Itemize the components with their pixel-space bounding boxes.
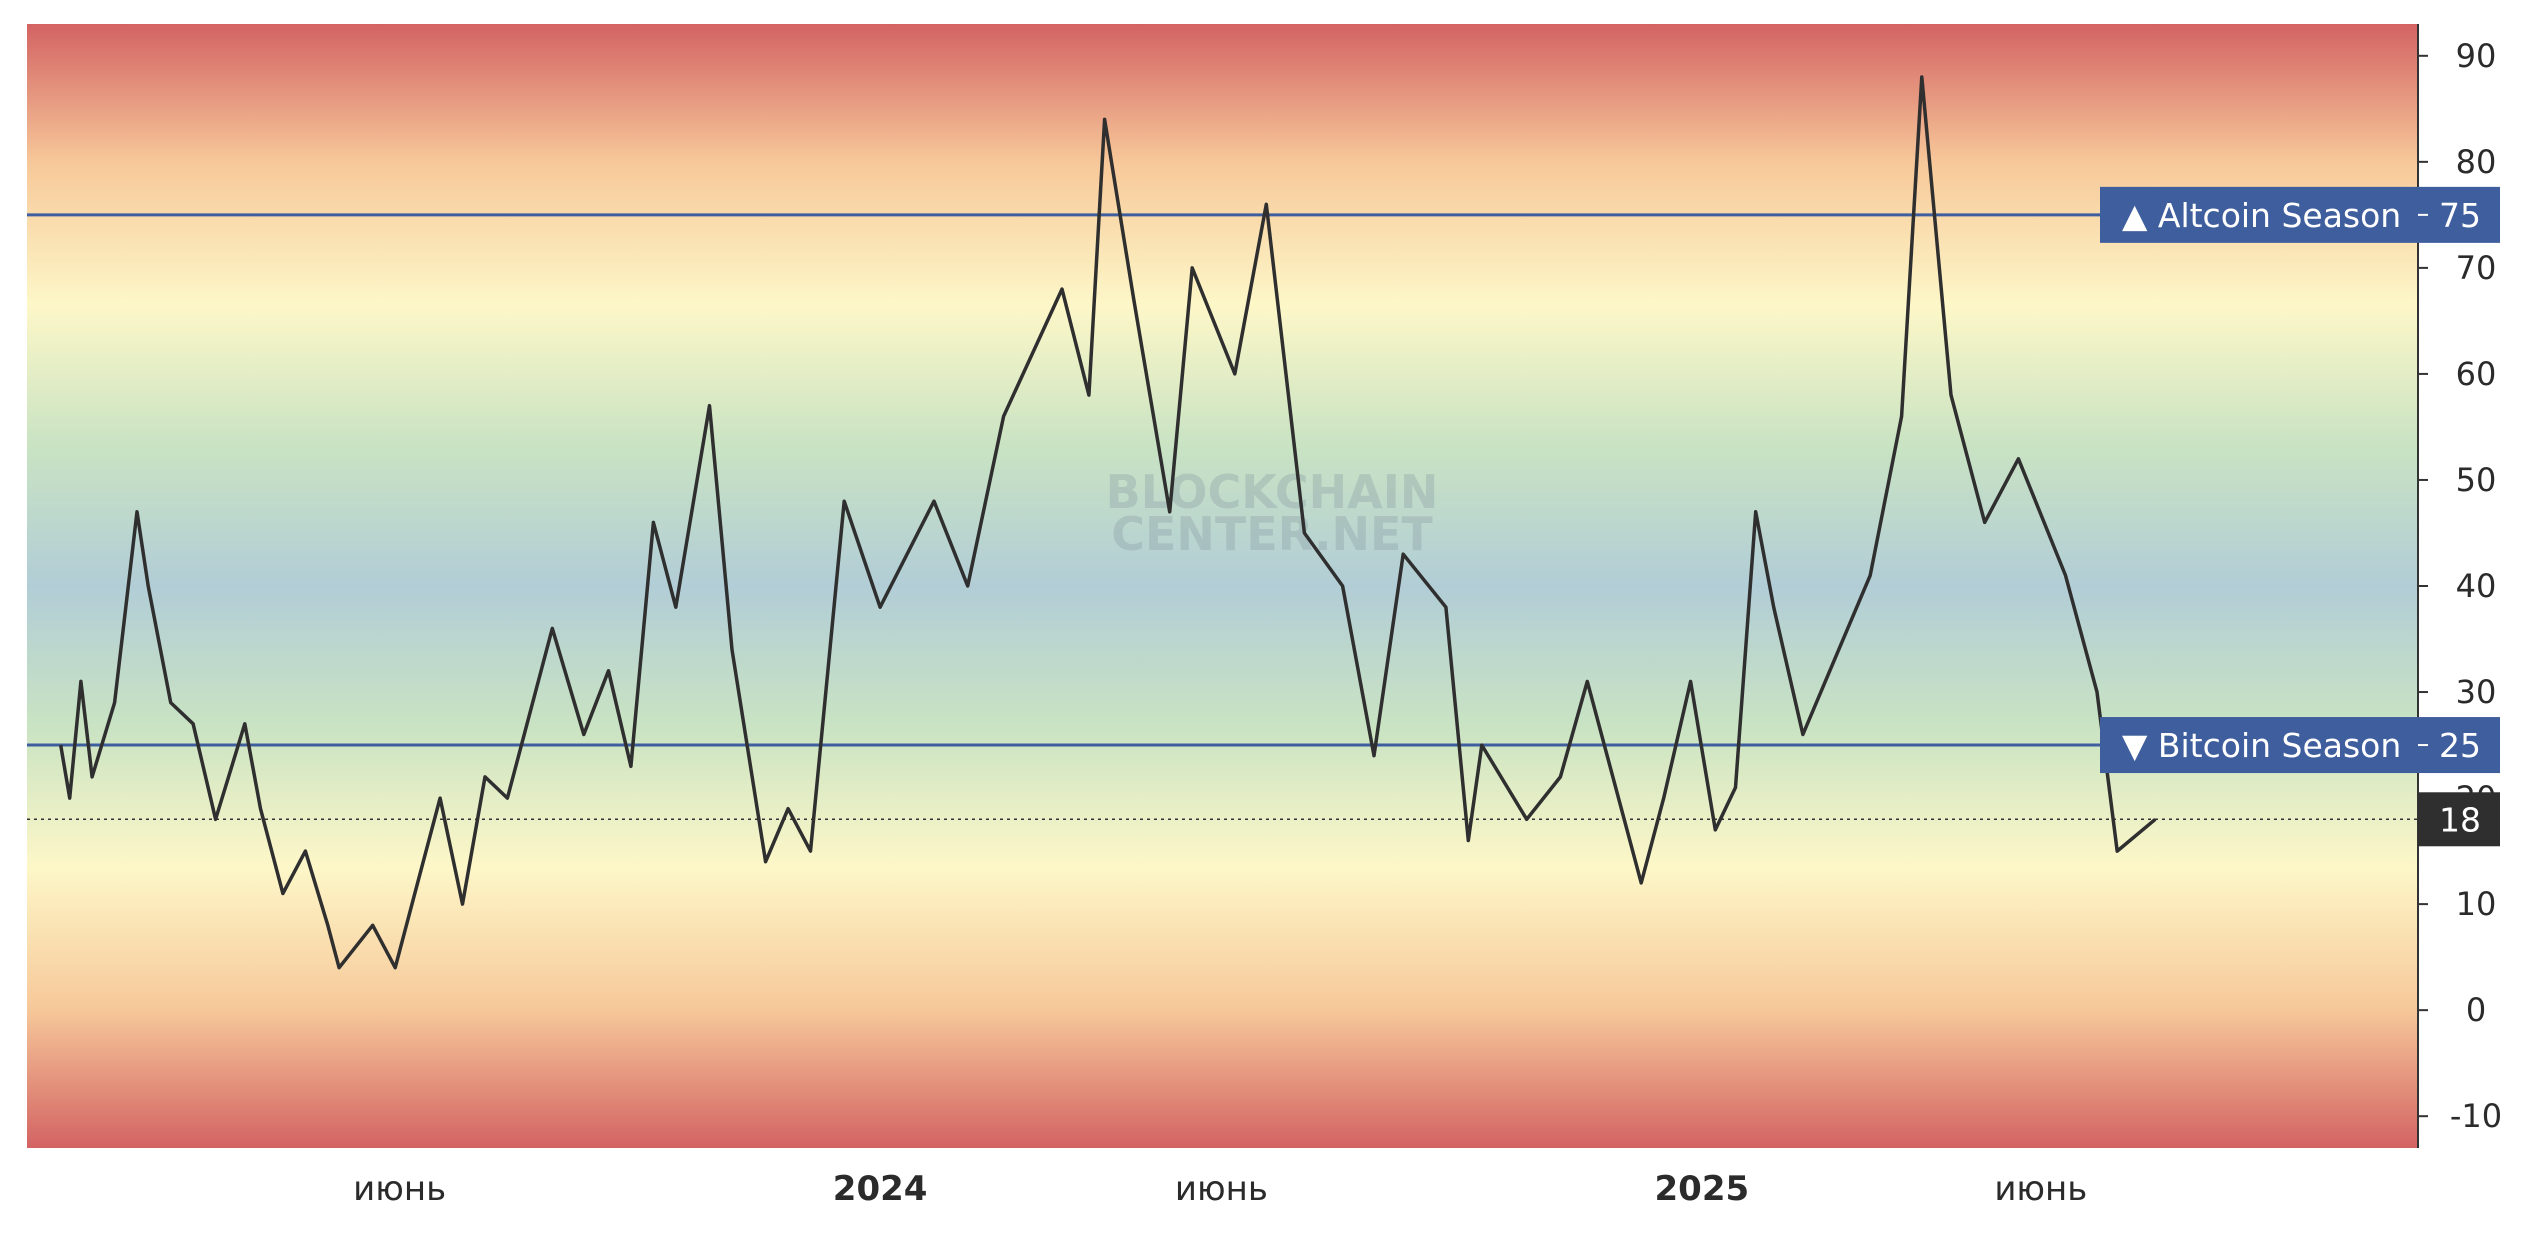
x-axis-labels: июнь 2024 июнь 2025 июнь [353,1169,2087,1209]
y-axis-ticks: -100102030405060708090 [2418,37,2502,1135]
y-tick-label: 60 [2456,355,2497,393]
reference-marker-value: 25 [2439,726,2481,765]
watermark-line-1: BLOCKCHAIN [1106,465,1439,519]
last-value-label: 18 [2439,800,2481,839]
y-tick-label: 10 [2456,885,2497,923]
reference-marker-label: ▲ Altcoin Season [2122,196,2401,235]
x-tick-label: июнь [1994,1169,2087,1209]
y-tick-label: 50 [2456,461,2497,499]
reference-marker-box [2100,186,2500,243]
x-tick-label: июнь [1175,1169,1268,1209]
y-tick-label: 0 [2466,991,2486,1029]
index-series-line [58,75,2157,970]
reference-lines [27,213,2418,747]
last-value-marker: 18 [2418,792,2500,847]
plot-background [27,24,2418,1148]
reference-marker-box [2100,717,2500,774]
y-tick-label: 70 [2456,249,2497,287]
reference-marker-label: ▼ Bitcoin Season [2122,726,2401,765]
reference-marker-75: ▲ Altcoin Season 75 [2100,186,2500,243]
y-tick-label: -10 [2450,1097,2502,1135]
last-value-box [2418,792,2500,847]
reference-line-markers: ▲ Altcoin Season 75 ▼ Bitcoin Season 25 [2100,186,2500,774]
y-tick-label: 40 [2456,567,2497,605]
y-tick-label: 30 [2456,673,2497,711]
x-tick-label: 2025 [1655,1169,1750,1209]
y-tick-label: 90 [2456,37,2497,75]
y-tick-label: 80 [2456,143,2497,181]
watermark-line-2: CENTER.NET [1111,507,1433,561]
reference-marker-value: 75 [2439,196,2481,235]
reference-marker-25: ▼ Bitcoin Season 25 [2100,717,2500,774]
watermark: BLOCKCHAIN CENTER.NET [1106,465,1439,561]
x-tick-label: июнь [353,1169,446,1209]
x-tick-label: 2024 [833,1169,928,1209]
